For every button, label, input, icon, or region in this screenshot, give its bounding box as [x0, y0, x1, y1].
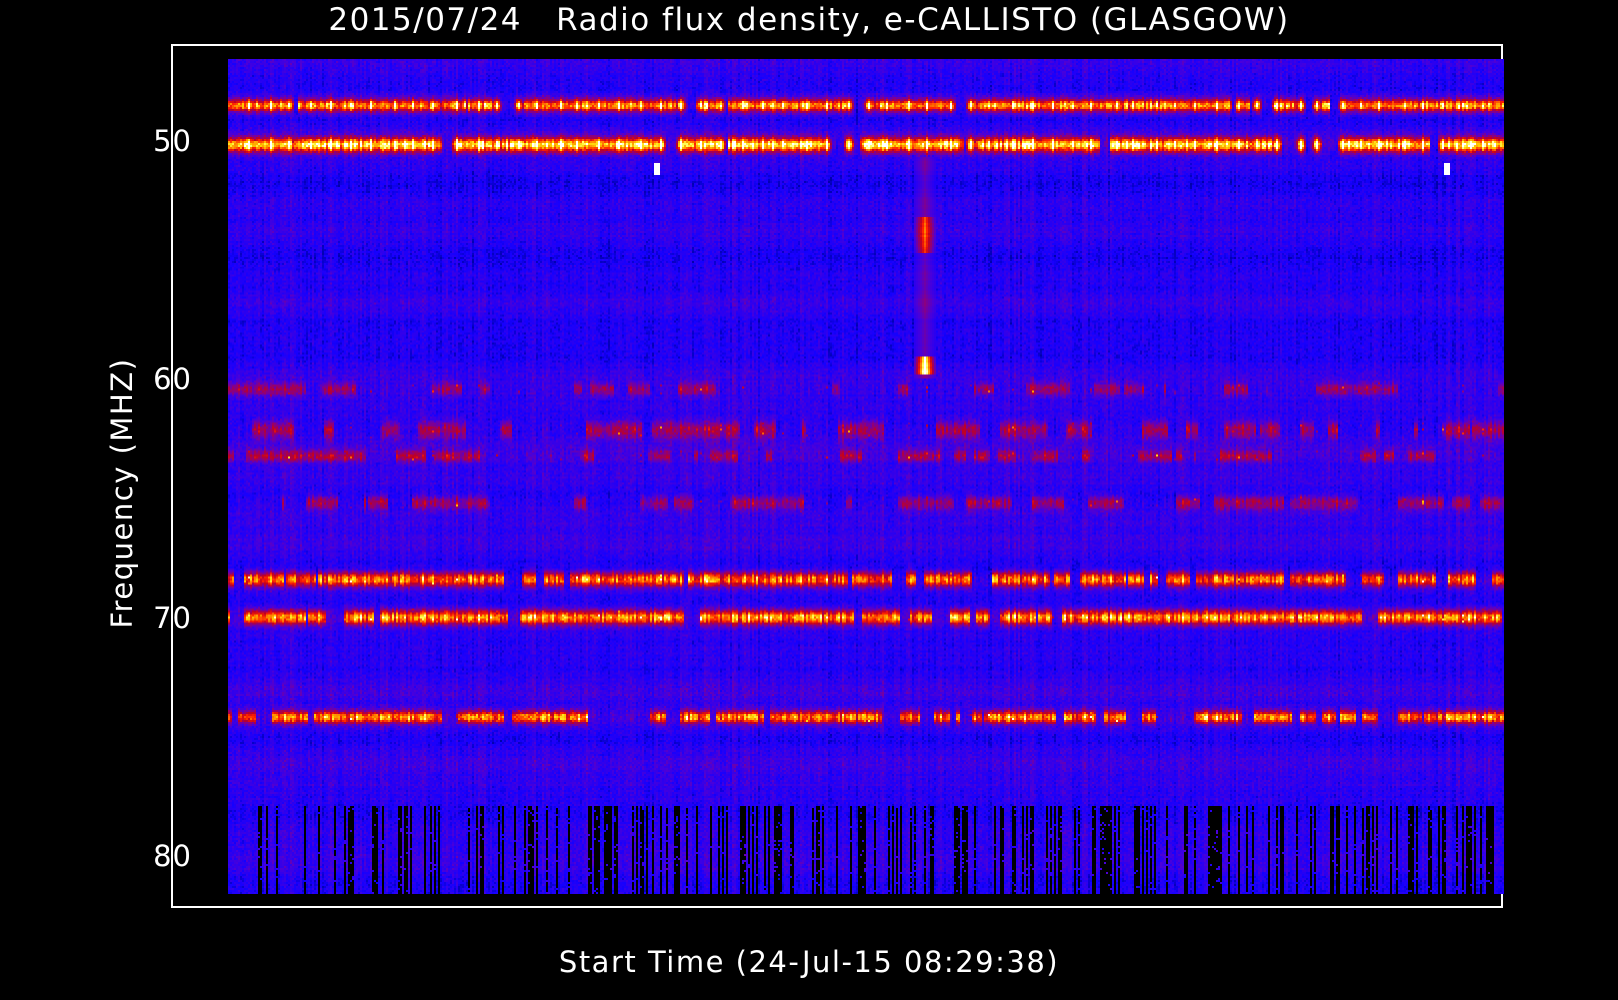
x-tick-40: [0, 540, 2, 560]
y-tick-label-80: 80: [153, 839, 192, 873]
x-tick-37: [0, 420, 2, 440]
x-tick-top-33: [0, 280, 2, 300]
x-tick-top-42: [0, 640, 2, 660]
x-tick-43: [0, 660, 2, 680]
x-tick-top-34: [0, 320, 2, 340]
x-tick-top-37: [0, 440, 2, 460]
x-tick-45: [0, 740, 2, 760]
x-tick-33: [0, 260, 2, 280]
x-tick-top-43: [0, 680, 2, 700]
x-tick-top-35: [0, 360, 2, 380]
spectrogram-canvas: [228, 59, 1504, 894]
y-tick-label-60: 60: [153, 362, 192, 396]
y-tick-label-50: 50: [153, 124, 192, 158]
x-tick-top-31: [0, 200, 2, 220]
x-axis-title: Start Time (24-Jul-15 08:29:38): [558, 945, 1060, 979]
y-tick-right-81: [0, 138, 20, 140]
x-tick-41: [0, 580, 2, 600]
x-tick-top-41: [0, 600, 2, 620]
x-tick-44: [0, 700, 2, 720]
y-axis-title: Frequency (MHZ): [105, 357, 139, 629]
figure-title: 2015/07/24 Radio flux density, e-CALLIST…: [328, 2, 1290, 38]
x-tick-34: [0, 300, 2, 320]
x-tick-top-32: [0, 240, 2, 260]
y-tick-label-70: 70: [153, 601, 192, 635]
x-tick-42: [0, 620, 2, 640]
x-tick-30: [0, 140, 2, 160]
x-tick-top-40: [0, 560, 2, 580]
x-tick-top-30: [0, 160, 2, 180]
x-tick-top-45: [0, 760, 2, 780]
x-tick-35: [0, 340, 2, 360]
x-tick-top-36: [0, 400, 2, 420]
x-tick-32: [0, 220, 2, 240]
x-tick-top-39: [0, 520, 2, 540]
x-tick-top-44: [0, 720, 2, 740]
x-tick-31: [0, 180, 2, 200]
x-tick-top-38: [0, 480, 2, 500]
spectrogram-image: [228, 59, 1504, 894]
x-tick-39: [0, 500, 2, 520]
x-tick-38: [0, 460, 2, 480]
x-tick-36: [0, 380, 2, 400]
